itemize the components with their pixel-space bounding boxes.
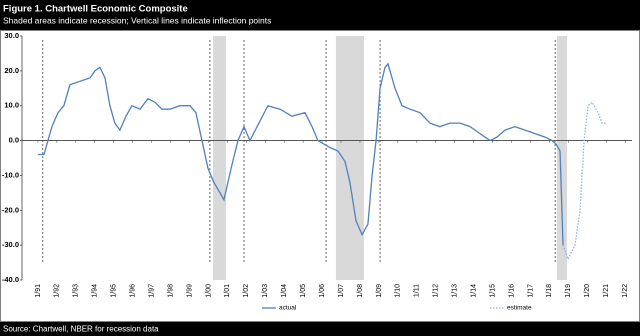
x-tick-label: 1/05 — [300, 284, 307, 298]
recession-band — [335, 36, 364, 280]
x-tick-label: 1/06 — [319, 284, 326, 298]
x-tick-label: 1/07 — [338, 284, 345, 298]
x-tick-label: 1/00 — [205, 284, 212, 298]
x-tick-label: 1/14 — [470, 284, 477, 298]
legend-label: estimate — [507, 305, 532, 312]
x-tick-label: 1/22 — [622, 284, 629, 298]
x-tick-label: 1/18 — [546, 284, 553, 298]
x-tick-label: 1/03 — [262, 284, 269, 298]
x-tick-label: 1/91 — [35, 284, 42, 298]
header-bar — [0, 0, 640, 30]
x-tick-label: 1/04 — [281, 284, 288, 298]
x-tick-label: 1/12 — [433, 284, 440, 298]
x-tick-label: 1/98 — [167, 284, 174, 298]
x-tick-label: 1/20 — [584, 284, 591, 298]
y-tick-label: -20.0 — [2, 205, 19, 214]
source-note: Source: Chartwell, NBER for recession da… — [3, 325, 159, 334]
y-tick-label: -30.0 — [2, 240, 19, 249]
x-tick-label: 1/92 — [54, 284, 61, 298]
x-tick-label: 1/08 — [357, 284, 364, 298]
x-tick-label: 1/01 — [224, 284, 231, 298]
x-tick-label: 1/17 — [527, 284, 534, 298]
legend-label: actual — [279, 305, 297, 312]
x-tick-label: 1/93 — [73, 284, 80, 298]
y-tick-label: 0.0 — [9, 136, 19, 145]
x-tick-label: 1/02 — [243, 284, 250, 298]
x-tick-label: 1/13 — [452, 284, 459, 298]
x-tick-label: 1/16 — [508, 284, 515, 298]
x-tick-label: 1/11 — [414, 284, 421, 297]
x-tick-label: 1/95 — [111, 284, 118, 298]
footer-bar — [0, 322, 640, 336]
x-tick-label: 1/10 — [395, 284, 402, 298]
y-tick-label: 30.0 — [4, 31, 19, 40]
x-tick-label: 1/15 — [489, 284, 496, 298]
x-tick-label: 1/97 — [148, 284, 155, 298]
x-tick-label: 1/21 — [603, 284, 610, 298]
x-tick-label: 1/19 — [565, 284, 572, 298]
y-tick-label: -10.0 — [2, 170, 19, 179]
plot-frame — [0, 30, 640, 322]
chart-subtitle: Shaded areas indicate recession; Vertica… — [3, 15, 271, 25]
series-line — [37, 62, 564, 246]
y-tick-label: 10.0 — [4, 101, 19, 110]
x-tick-label: 1/99 — [186, 284, 193, 298]
chart-title: Figure 1. Chartwell Economic Composite — [3, 4, 188, 15]
x-tick-label: 1/96 — [129, 284, 136, 298]
recession-band — [212, 36, 227, 280]
y-tick-label: 20.0 — [4, 66, 19, 75]
series-line — [562, 101, 607, 261]
recession-band — [556, 36, 568, 280]
x-tick-label: 1/94 — [92, 284, 99, 298]
y-tick-label: -40.0 — [2, 275, 19, 284]
x-tick-label: 1/09 — [376, 284, 383, 298]
